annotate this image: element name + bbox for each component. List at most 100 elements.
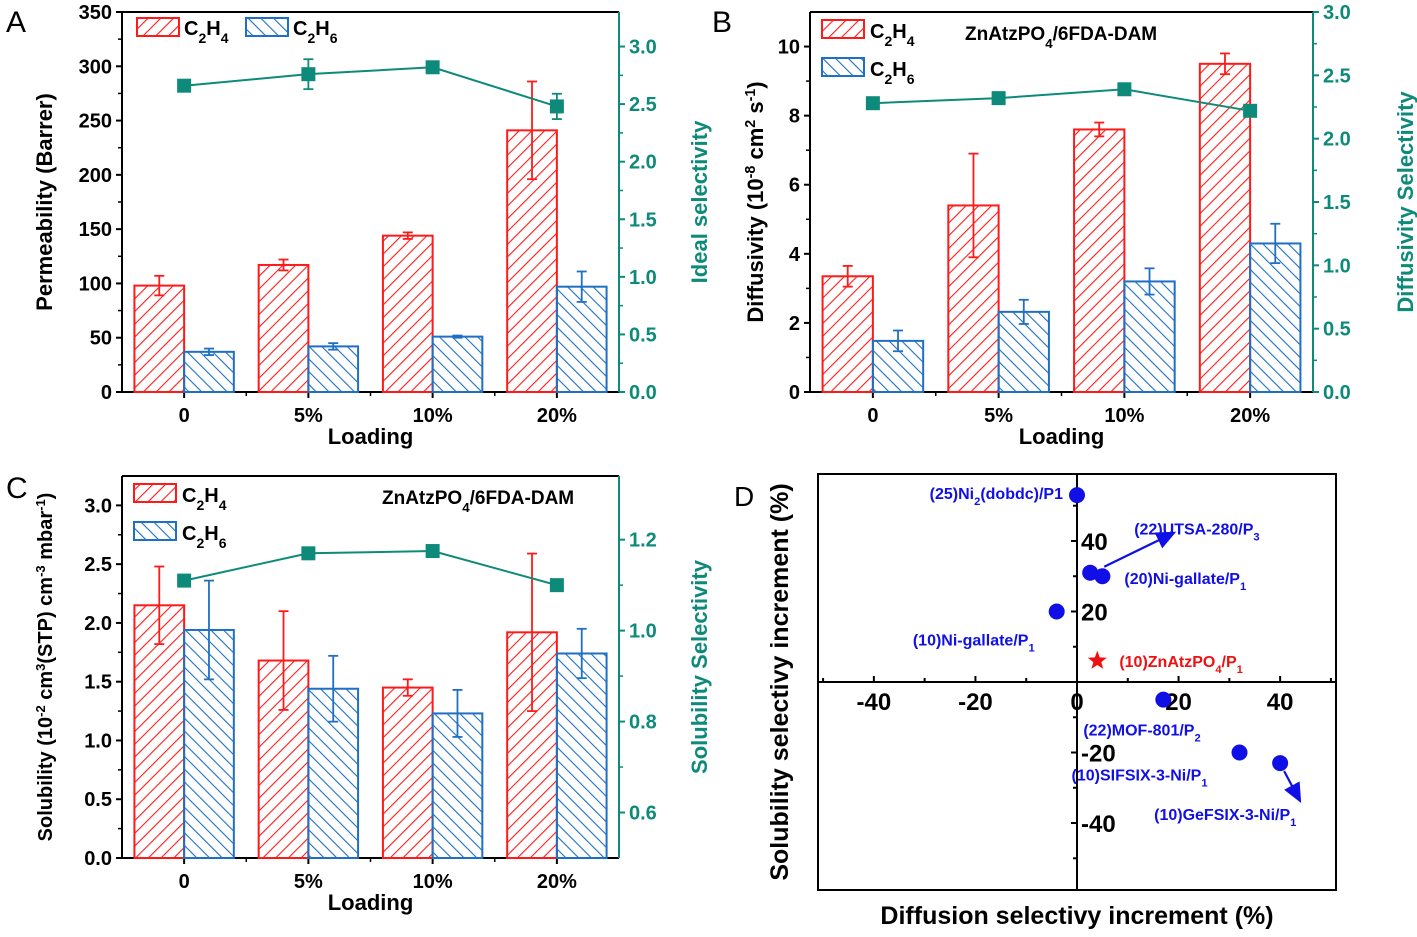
point-label: (22)UTSA-280/P3 xyxy=(1134,522,1259,544)
x-tick-label: 0 xyxy=(1070,689,1083,716)
y2-tick-label: 2.0 xyxy=(1323,129,1351,151)
bar-c2h4 xyxy=(381,234,434,393)
bar-c2h4 xyxy=(1198,62,1252,394)
legend-swatch-c2h4 xyxy=(821,19,865,39)
x-tick-label: 0 xyxy=(867,405,878,427)
point-label: (10)GeFSIX-3-Ni/P1 xyxy=(1154,807,1296,829)
legend-swatch-c2h6 xyxy=(133,521,177,541)
x-tick-label: -20 xyxy=(958,689,993,716)
bar-c2h4 xyxy=(133,284,186,394)
y-tick-label: 50 xyxy=(90,328,112,350)
y-tick-label: -40 xyxy=(1081,811,1116,838)
y-tick-label: 250 xyxy=(79,111,112,133)
y2-axis-label: Solubility Selectivity xyxy=(687,559,712,774)
x-tick-label: 40 xyxy=(1267,689,1294,716)
panel-c: C 0.0 0.5 1.0 1.5 2.0 2.5 3.0 0.6 0.8 1.0 1.2 0 5% 10%… xyxy=(6,472,712,915)
x-tick-label: 10% xyxy=(1104,405,1144,427)
legend-label-c2h4: C2H4 xyxy=(182,485,227,513)
trend-arrow xyxy=(1103,531,1177,568)
data-point xyxy=(1082,564,1099,581)
y2-tick-label: 0.0 xyxy=(629,382,657,404)
x-tick-label: 5% xyxy=(984,405,1013,427)
panel-a: A 0 50 100 150 200 250 300 350 0.0 0.5 1.0 1.5 2.0 2.5… xyxy=(6,2,712,449)
x-tick-label: 0 xyxy=(179,405,190,427)
bar-c2h6 xyxy=(183,350,235,394)
y2-axis-label: Diffusivity Selectivity xyxy=(1393,91,1417,313)
material-annotation: ZnAtzPO4/6FDA-DAM xyxy=(965,24,1157,51)
selectivity-point xyxy=(177,78,192,93)
legend-label-c2h4: C2H4 xyxy=(184,18,229,46)
y2-tick-label: 1.5 xyxy=(1323,192,1351,214)
panel-letter: D xyxy=(734,481,754,512)
bar-c2h6 xyxy=(431,335,484,393)
y-tick-label: 2.0 xyxy=(84,613,112,635)
x-axis-label: Loading xyxy=(328,890,414,915)
selectivity-point xyxy=(865,96,880,111)
y2-tick-label: 2.5 xyxy=(629,94,657,116)
y-tick-label: 2.5 xyxy=(84,554,112,576)
bar-c2h6 xyxy=(555,652,608,860)
bar-c2h4 xyxy=(821,275,874,394)
selectivity-point xyxy=(177,573,192,588)
panel-letter: C xyxy=(6,472,28,505)
data-point xyxy=(1272,755,1289,772)
point-label: (22)MOF-801/P2 xyxy=(1083,723,1200,745)
point-label: (25)Ni2(dobdc)/P1 xyxy=(930,486,1063,508)
bar-c2h6 xyxy=(997,310,1050,394)
selectivity-point xyxy=(1243,103,1258,118)
selectivity-point xyxy=(301,67,316,82)
legend: C2H4 C2H6 xyxy=(133,483,227,551)
y-tick-label: 300 xyxy=(79,56,112,78)
y2-tick-label: 0.8 xyxy=(629,712,657,734)
data-point xyxy=(1155,691,1172,708)
x-tick-label: 0 xyxy=(179,871,190,893)
panel-letter: A xyxy=(6,6,26,39)
y-tick-label: 8 xyxy=(789,106,800,128)
y2-tick-label: 1.5 xyxy=(629,209,657,231)
y2-tick-label: 0.5 xyxy=(1323,319,1351,341)
y-tick-label: 40 xyxy=(1081,529,1108,556)
selectivity-point xyxy=(425,60,440,75)
bar-c2h4 xyxy=(257,263,310,394)
y2-tick-label: 1.0 xyxy=(1323,255,1351,277)
y-axis-label: Permeability (Barrer) xyxy=(32,93,57,311)
y-tick-label: 100 xyxy=(79,273,112,295)
y-tick-label: 0.5 xyxy=(84,789,112,811)
y-axis-label: Diffusivity (10-8 cm2 s-1) xyxy=(743,81,768,322)
y-tick-label: 3.0 xyxy=(84,495,112,517)
trend-arrow xyxy=(1283,770,1302,804)
selectivity-point xyxy=(549,99,564,114)
y2-axis-label: Ideal selectivity xyxy=(687,120,712,283)
bar-c2h4 xyxy=(1073,128,1126,393)
y-tick-label: 0.0 xyxy=(84,848,112,870)
x-tick-label: 20% xyxy=(1230,405,1270,427)
y2-tick-label: 1.0 xyxy=(629,267,657,289)
point-label: (10)ZnAtzPO4/P1 xyxy=(1119,654,1243,676)
point-label: (10)SIFSIX-3-Ni/P1 xyxy=(1072,768,1208,790)
legend-label-c2h6: C2H6 xyxy=(870,59,915,87)
legend-label-c2h6: C2H6 xyxy=(293,18,338,46)
legend-swatch-c2h6 xyxy=(821,57,865,77)
x-tick-label: 10% xyxy=(413,871,453,893)
selectivity-line xyxy=(183,550,558,587)
legend-label-c2h4: C2H4 xyxy=(870,21,915,49)
y-tick-label: 20 xyxy=(1081,599,1108,626)
y-tick-label: 150 xyxy=(79,219,112,241)
material-annotation: ZnAtzPO4/6FDA-DAM xyxy=(382,488,574,515)
data-point xyxy=(1231,744,1248,761)
y-axis-label: Solubility selectivy increment (%) xyxy=(766,483,794,880)
selectivity-line xyxy=(184,66,558,108)
y-tick-label: -20 xyxy=(1081,741,1116,768)
y-tick-label: 1.5 xyxy=(84,672,112,694)
y-axis-label: Solubility (10-2 cm3(STP) cm-3 mbar-1) xyxy=(33,493,58,842)
x-axis-label: Loading xyxy=(328,424,414,449)
bar-c2h4 xyxy=(381,686,434,859)
x-tick-label: 20% xyxy=(537,871,577,893)
x-tick-label: -40 xyxy=(857,689,892,716)
legend: C2H4 C2H6 xyxy=(136,17,338,46)
panel-d: D-40 -20 0 20 40-40-202040(25)Ni2(dobdc)/P1(… xyxy=(734,473,1337,930)
x-axis-label: Loading xyxy=(1019,424,1105,449)
y-tick-label: 200 xyxy=(79,165,112,187)
selectivity-line xyxy=(872,88,1251,112)
y2-tick-label: 3.0 xyxy=(1323,2,1351,24)
